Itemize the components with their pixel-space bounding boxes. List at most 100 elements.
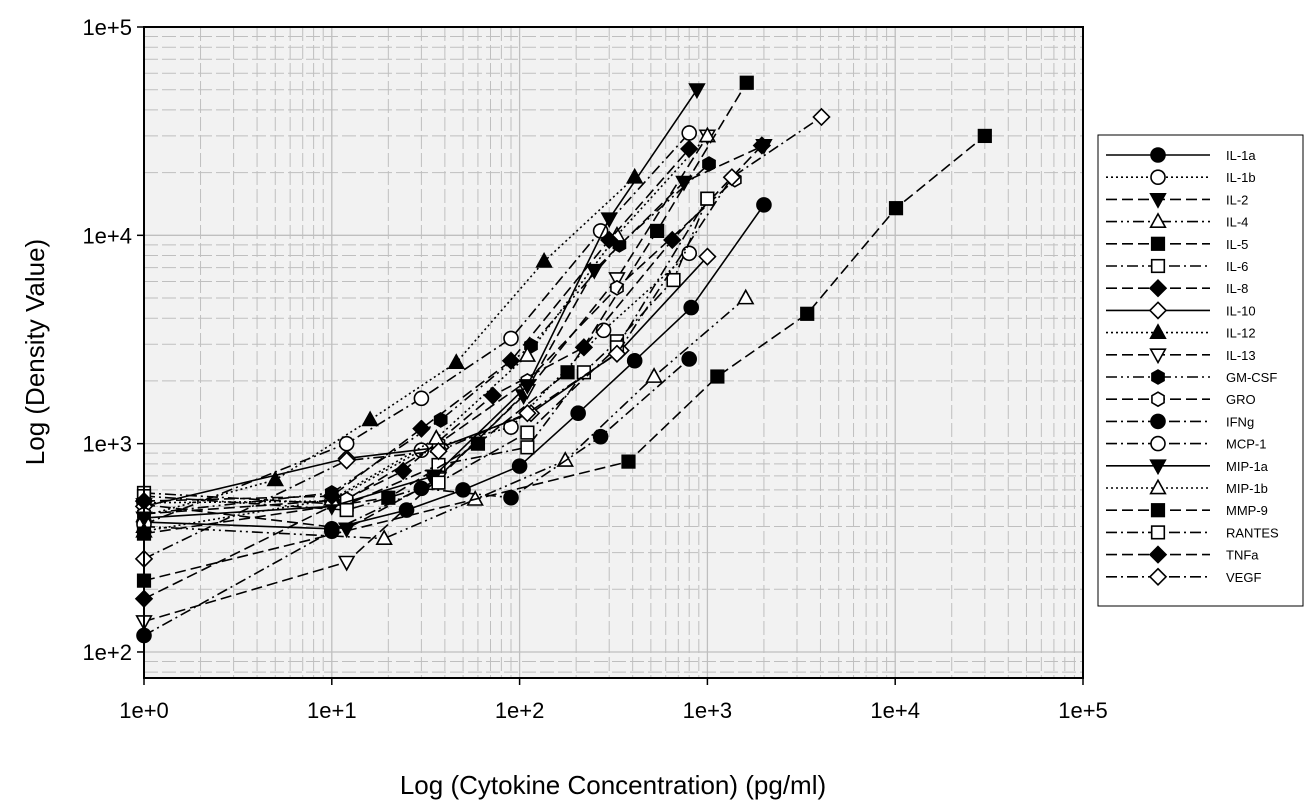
y-tick-label: 1e+4: [82, 223, 132, 248]
legend-label: IL-1b: [1226, 170, 1256, 185]
legend-label: IL-5: [1226, 237, 1248, 252]
series-line: [143, 148, 690, 502]
legend-entry: TNFa: [1106, 545, 1259, 564]
legend-label: IL-4: [1226, 215, 1248, 230]
series-line: [143, 89, 698, 519]
data-point: [681, 245, 698, 262]
data-point: [681, 351, 698, 367]
legend-marker: [1149, 459, 1167, 476]
legend-marker: [1151, 391, 1165, 408]
x-tick-label: 1e+4: [870, 698, 920, 723]
data-point: [702, 156, 716, 172]
legend-entry: IL-2: [1106, 192, 1248, 209]
series-line: [143, 176, 636, 517]
data-point: [698, 247, 717, 266]
legend-marker: [1148, 279, 1168, 298]
data-point: [756, 197, 772, 213]
legend-label: IL-1a: [1226, 148, 1256, 163]
data-point: [752, 136, 772, 155]
data-point: [339, 502, 354, 518]
series-line: [143, 135, 709, 623]
legend-marker: [1150, 236, 1166, 251]
data-point: [560, 365, 575, 380]
legend-label: IL-12: [1226, 326, 1256, 341]
x-tick-label: 1e+1: [307, 698, 357, 723]
data-point: [337, 555, 356, 572]
legend-label: MMP-9: [1226, 503, 1268, 518]
legend-label: IL-8: [1226, 281, 1248, 296]
legend-label: TNFa: [1226, 548, 1259, 563]
legend-label: VEGF: [1226, 570, 1261, 585]
legend-box: [1097, 134, 1304, 607]
data-point: [650, 223, 665, 239]
data-point: [455, 482, 471, 498]
series-IL-5: [136, 128, 992, 588]
plot-border: [143, 26, 1084, 679]
data-point: [413, 390, 430, 407]
data-point: [621, 454, 636, 469]
legend-marker: [1149, 193, 1167, 209]
legend-label: RANTES: [1226, 525, 1279, 540]
legend-entry: IL-1a: [1106, 147, 1256, 163]
data-point: [683, 299, 700, 316]
legend-label: IL-6: [1226, 259, 1248, 274]
x-tick-label: 1e+3: [683, 698, 733, 723]
legend-marker: [1149, 323, 1167, 340]
series-layer: [134, 75, 992, 644]
data-point: [412, 419, 431, 438]
legend-entry: MIP-1b: [1106, 478, 1268, 496]
data-point: [503, 330, 519, 347]
legend-marker: [1150, 169, 1166, 185]
data-point: [361, 410, 379, 427]
data-point: [666, 272, 681, 288]
y-axis-title: Log (Density Value): [20, 239, 50, 465]
legend-marker: [1149, 348, 1167, 365]
legend-entry: IL-4: [1106, 212, 1248, 230]
legend-entry: IL-10: [1106, 301, 1256, 320]
legend-label: IFNg: [1226, 414, 1254, 429]
data-point: [398, 502, 415, 518]
x-tick-label: 1e+0: [119, 698, 169, 723]
data-point: [737, 288, 755, 305]
legend-marker: [1149, 212, 1167, 228]
legend-label: IL-13: [1226, 348, 1256, 363]
legend-marker: [1150, 503, 1166, 518]
legend-label: IL-2: [1226, 192, 1248, 207]
data-point: [812, 107, 831, 127]
data-point: [600, 212, 618, 229]
data-point: [888, 201, 904, 216]
legend-entry: IL-5: [1106, 236, 1248, 252]
series-VEGF: [134, 107, 831, 568]
data-point: [800, 306, 815, 321]
x-tick-label: 1e+5: [1058, 698, 1108, 723]
legend-entry: IL-12: [1106, 323, 1256, 341]
data-point: [535, 251, 553, 268]
series-line: [143, 297, 747, 540]
legend-marker: [1151, 369, 1165, 385]
data-point: [663, 230, 682, 250]
legend-entry: RANTES: [1106, 525, 1279, 540]
series-line: [143, 82, 748, 535]
legend-entry: MCP-1: [1106, 435, 1266, 452]
series-line: [143, 256, 708, 508]
data-point: [700, 191, 715, 206]
data-point: [680, 139, 699, 159]
data-point: [447, 353, 465, 369]
data-point: [511, 458, 528, 474]
legend-entry: VEGF: [1106, 567, 1261, 586]
legend-marker: [1148, 545, 1168, 564]
data-point: [518, 379, 537, 395]
data-point: [470, 436, 486, 451]
data-point: [710, 369, 725, 384]
data-point: [739, 75, 754, 90]
legend-label: MIP-1b: [1226, 481, 1268, 496]
legend-label: IL-10: [1226, 303, 1256, 318]
data-point: [518, 346, 537, 362]
series-MMP-9: [136, 75, 754, 541]
data-point: [338, 435, 355, 452]
grid: [143, 27, 1083, 678]
legend-entry: GM-CSF: [1106, 369, 1277, 385]
series-line: [143, 358, 690, 637]
data-point: [585, 263, 604, 280]
